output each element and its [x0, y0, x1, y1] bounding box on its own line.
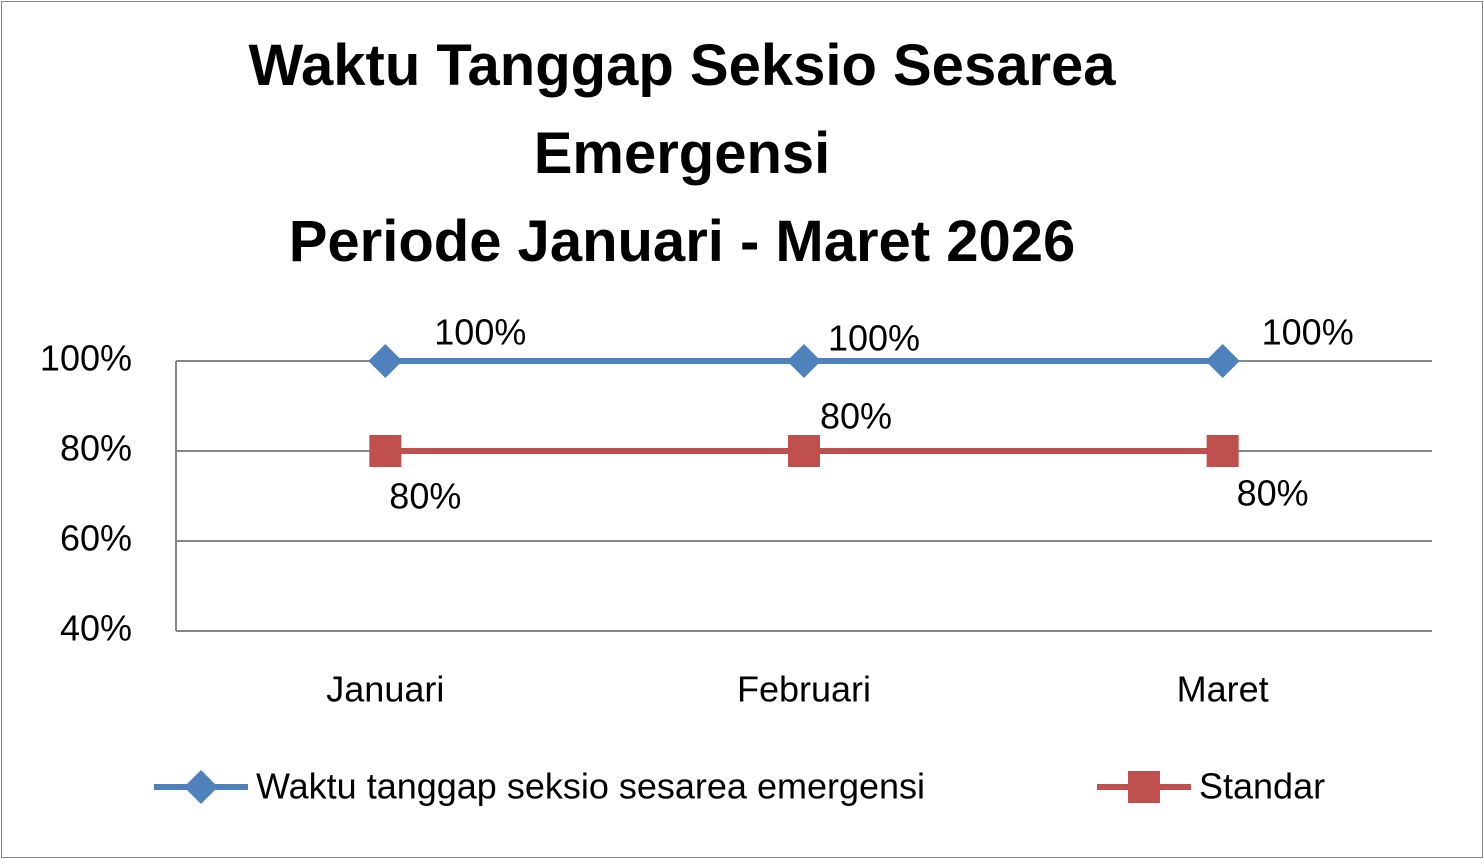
- y-tick-label: 100%: [40, 338, 132, 379]
- x-tick-label: Januari: [326, 669, 444, 710]
- series-marker: [787, 344, 821, 378]
- data-label: 100%: [434, 312, 526, 353]
- chart-title-block: Waktu Tanggap Seksio Sesarea Emergensi P…: [182, 22, 1182, 286]
- data-label: 100%: [828, 318, 920, 359]
- legend-marker: [1128, 771, 1160, 803]
- data-label: 80%: [820, 396, 892, 437]
- y-tick-label: 60%: [60, 518, 132, 559]
- x-tick-label: Maret: [1177, 669, 1269, 710]
- series-marker: [788, 435, 820, 467]
- data-label: 100%: [1262, 312, 1354, 353]
- series-marker: [1206, 435, 1239, 467]
- series-marker: [369, 435, 402, 467]
- legend-label: Waktu tanggap seksio sesarea emergensi: [256, 766, 925, 807]
- data-label: 80%: [1237, 473, 1309, 514]
- chart-title: Waktu Tanggap Seksio Sesarea Emergensi: [248, 33, 1116, 186]
- series-marker: [368, 344, 403, 378]
- y-tick-label: 40%: [60, 608, 132, 649]
- legend-marker: [184, 770, 218, 804]
- legend-label: Standar: [1199, 766, 1325, 807]
- data-label: 80%: [389, 476, 461, 517]
- y-tick-label: 80%: [60, 428, 132, 469]
- chart-subtitle: Periode Januari - Maret 2026: [288, 209, 1076, 274]
- series-marker: [1205, 344, 1240, 378]
- x-tick-label: Februari: [737, 669, 871, 710]
